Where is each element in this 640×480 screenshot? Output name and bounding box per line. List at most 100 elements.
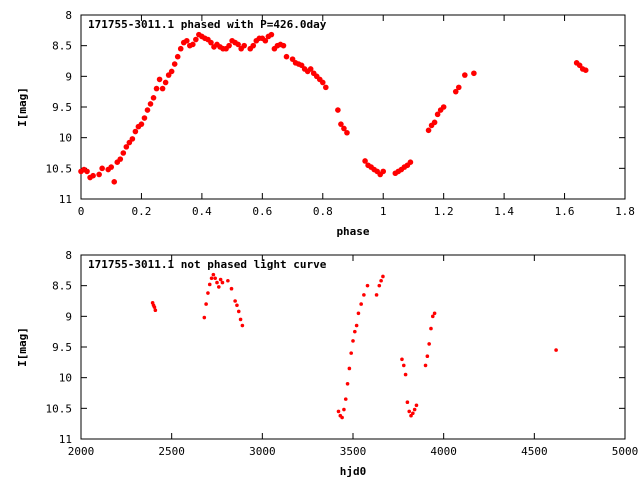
x-tick-label: 2500 [158,445,185,458]
y-tick-label: 10.5 [46,162,73,175]
data-point [213,276,217,281]
data-point [319,79,326,86]
x-tick-label: 5000 [612,445,639,458]
data-points [150,272,558,420]
data-point [345,382,350,386]
x-axis-label: phase [336,225,369,238]
data-point [159,85,166,92]
data-point [283,53,290,60]
data-point [147,101,154,107]
x-tick-label: 0 [78,205,85,218]
data-point [425,127,432,134]
data-point [429,326,433,331]
data-point [226,42,232,49]
y-tick-label: 8.5 [52,40,72,53]
data-point [405,400,410,405]
x-tick-label: 1.8 [615,205,635,218]
data-point [250,42,257,49]
data-point [341,125,347,132]
data-point [380,168,387,175]
data-point [430,314,435,319]
data-point [152,305,157,309]
data-point [193,36,199,43]
data-point [235,41,241,48]
data-point [123,144,130,150]
data-point [117,156,124,162]
data-point [207,282,212,287]
x-tick-label: 1.2 [434,205,454,218]
y-tick-label: 11 [59,433,72,446]
data-point [206,291,210,295]
data-point [340,415,344,420]
data-point [414,403,419,408]
y-tick-label: 8 [65,249,72,262]
data-point [349,351,353,355]
data-point [171,61,178,67]
data-point [141,115,148,121]
data-point [138,121,145,127]
data-point [440,104,447,110]
data-point [215,280,219,285]
y-tick-label: 9.5 [52,101,72,114]
data-point [108,164,115,170]
data-point [323,84,329,91]
x-tick-label: 4000 [430,445,457,458]
x-tick-label: 0.4 [192,205,212,218]
data-point [241,42,247,49]
data-point [359,302,363,306]
data-point [365,283,370,288]
data-point [351,339,355,343]
data-point [156,76,163,83]
data-point [412,407,417,412]
data-point [177,45,184,52]
data-point [400,357,404,362]
data-point [153,85,160,92]
data-point [403,372,408,377]
y-tick-label: 10 [59,372,72,385]
data-point [144,107,151,113]
y-axis-label: I[mag] [16,87,29,127]
y-tick-label: 9.5 [52,341,72,354]
data-point [462,72,468,78]
data-point [427,342,431,346]
data-point [208,39,214,46]
data-point [183,37,190,44]
y-tick-label: 10.5 [46,402,73,415]
data-point [174,53,181,60]
data-point [84,168,90,175]
chart-title: 171755-3011.1 not phased light curve [88,258,327,271]
x-tick-label: 3500 [340,445,367,458]
data-point [379,278,383,283]
data-point [150,95,157,101]
data-point [204,302,208,306]
x-tick-label: 1 [380,205,387,218]
data-point [280,42,287,49]
data-point [347,366,352,371]
unphased-plot: 2000 2500 3000 3500 4000 4500 5000 8 8.5 9 9.5 10 10… [16,249,638,478]
data-point [162,79,169,86]
data-point [233,299,237,303]
data-point [238,317,243,322]
data-point [353,329,357,334]
data-point [377,283,382,288]
x-tick-label: 1.6 [555,205,575,218]
data-point [338,121,344,127]
data-point [90,172,96,179]
x-tick-label: 0.8 [313,205,333,218]
x-tick-label: 0.6 [252,205,272,218]
tick-group: 0 0.2 0.4 0.6 0.8 1 1.2 1.4 1.6 1.8 8 8.5 9 9.5 10 10.5… [46,9,635,218]
data-point [374,293,379,297]
data-point [120,150,127,156]
data-point [111,179,118,185]
phased-plot: 0 0.2 0.4 0.6 0.8 1 1.2 1.4 1.6 1.8 8 8.5 9 9.5 10 10.5… [16,9,635,238]
data-point [336,409,341,414]
data-point [209,276,214,281]
data-point [220,280,225,285]
data-point [190,41,196,48]
tick-group: 2000 2500 3000 3500 4000 4500 5000 8 8.5 9 9.5 10 10… [46,249,639,458]
x-tick-label: 2000 [68,445,95,458]
data-point [344,129,350,136]
y-tick-label: 8 [65,9,72,22]
chart-title: 171755-3011.1 phased with P=426.0day [88,18,327,31]
data-point [202,315,207,320]
